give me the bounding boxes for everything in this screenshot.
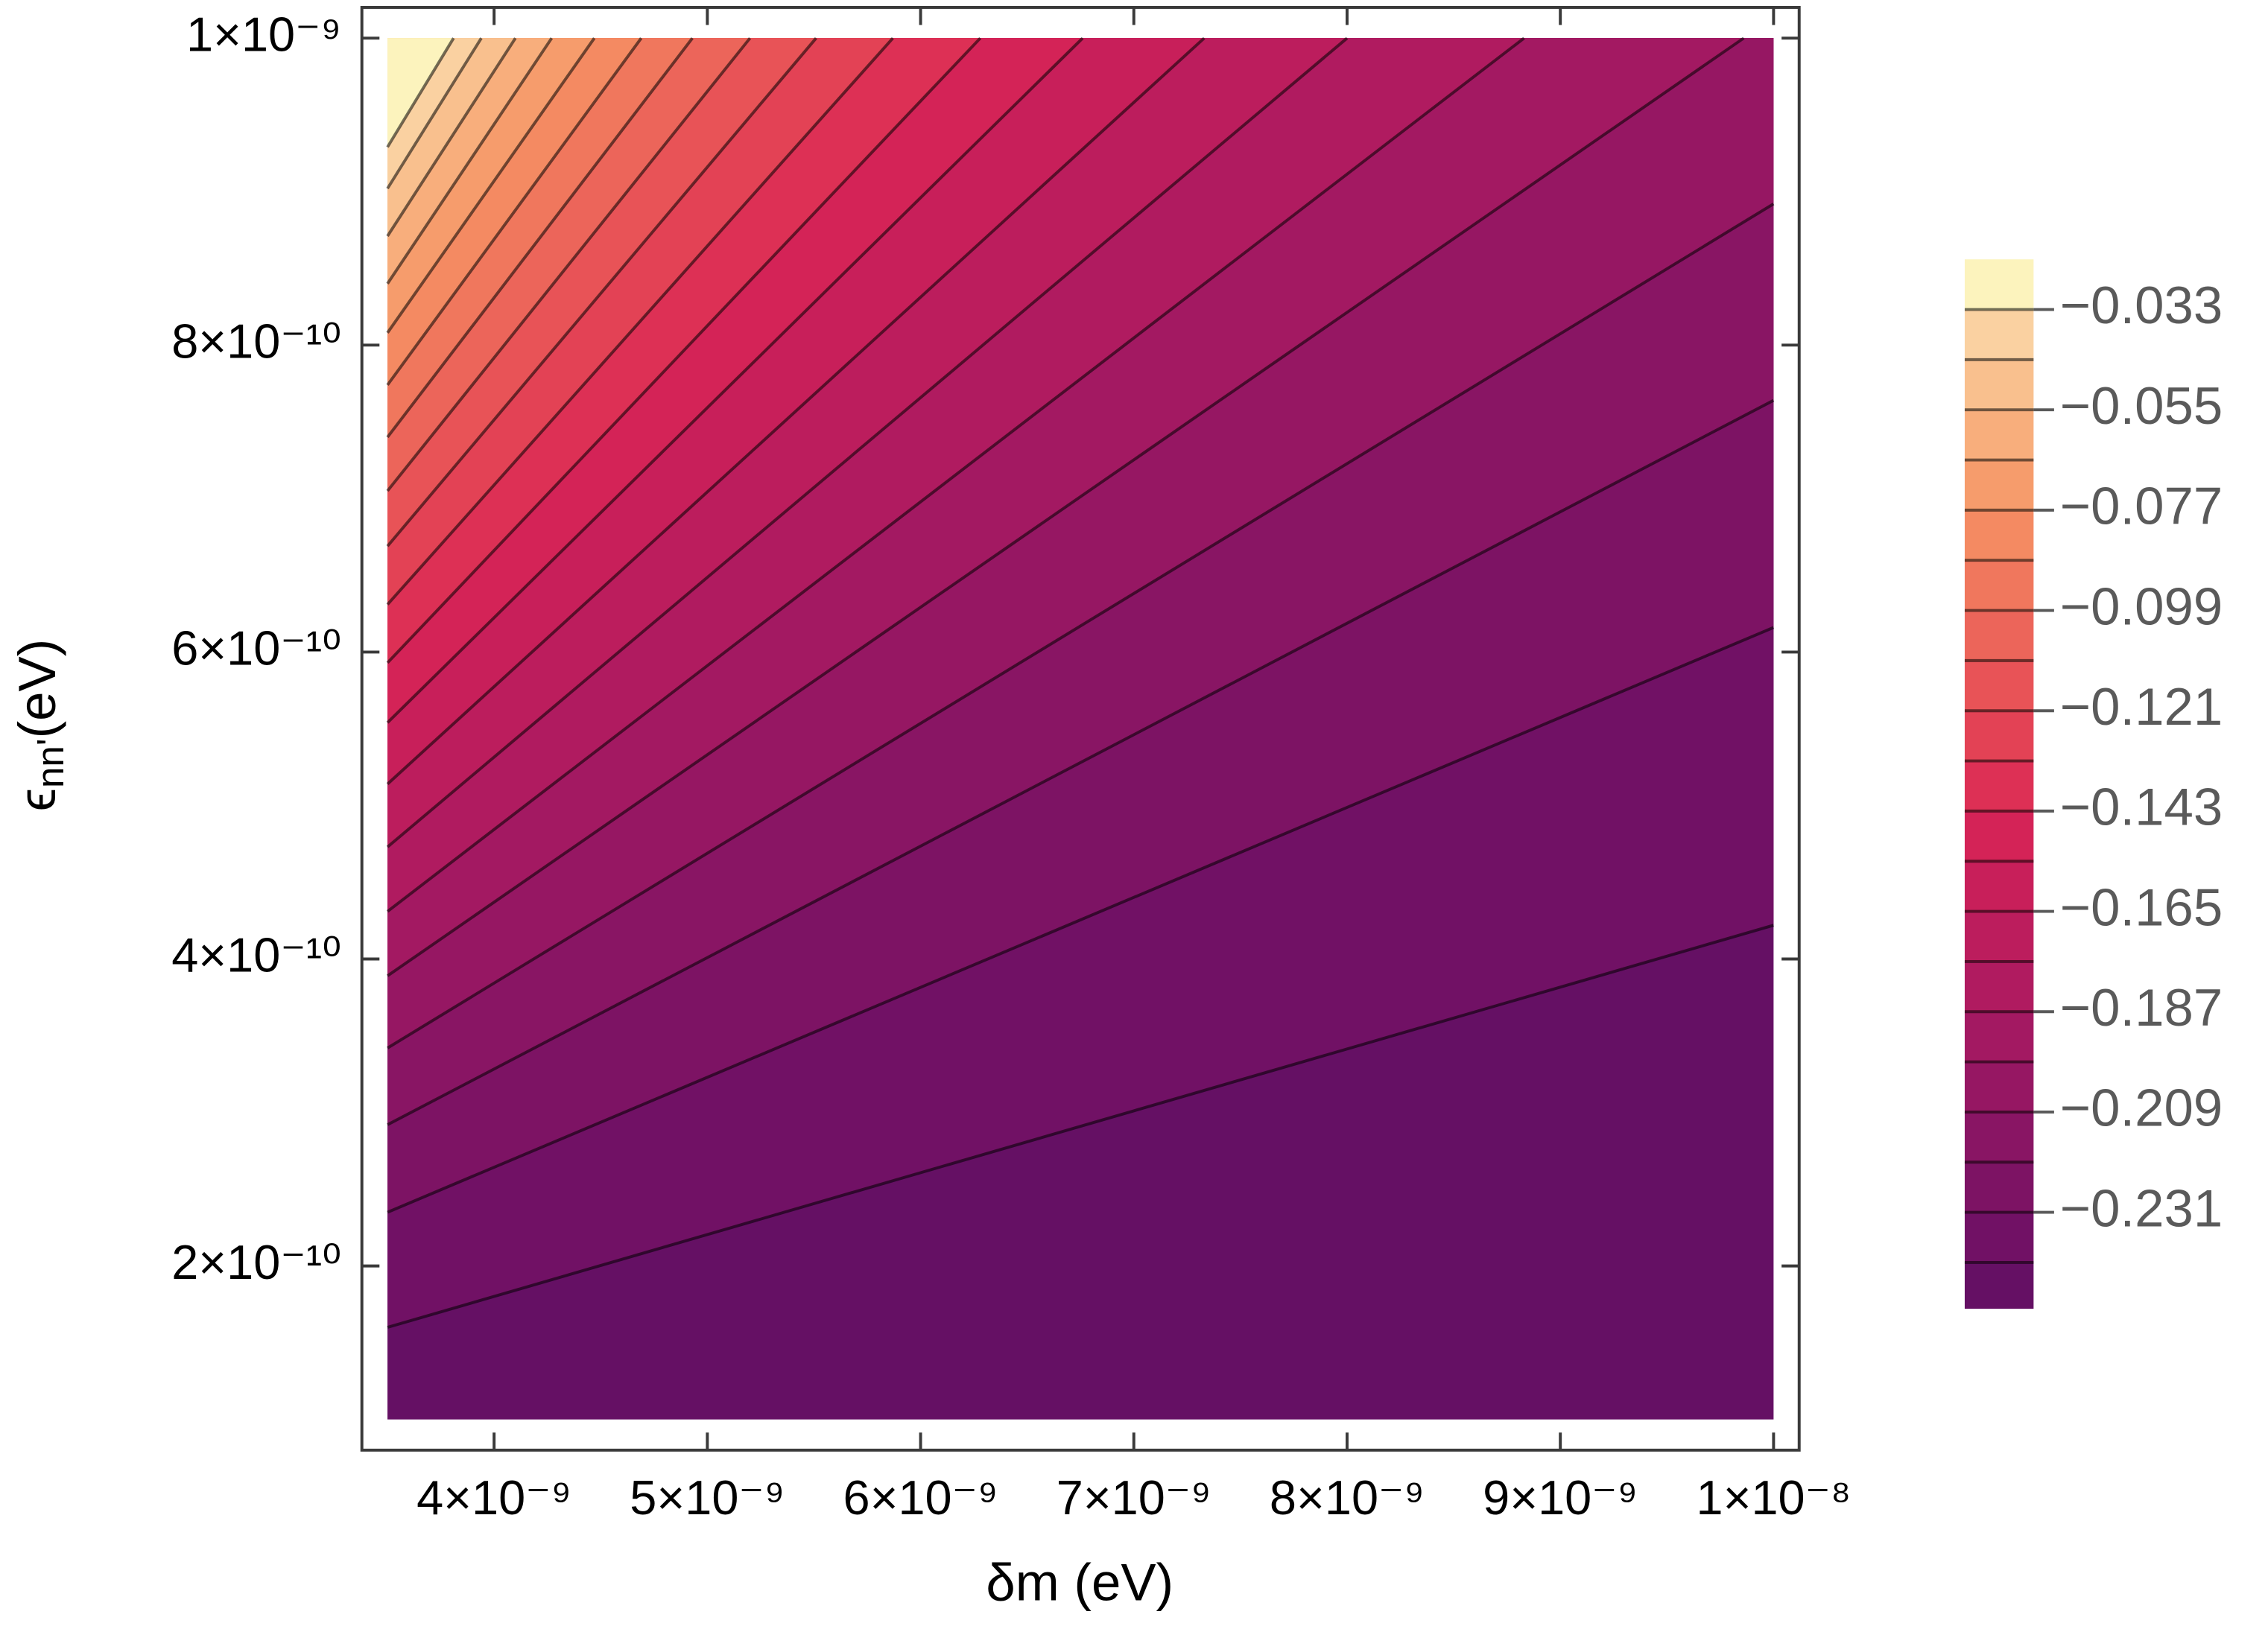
colorbar-band <box>1964 259 2034 311</box>
colorbar-band <box>1964 309 2034 361</box>
colorbar-tick-label: −0.099 <box>2060 577 2223 636</box>
colorbar-tick-label: −0.209 <box>2060 1079 2223 1138</box>
y-label-subscript: nn' <box>28 738 71 788</box>
x-tick-label: 4×10⁻⁹ <box>416 1470 571 1525</box>
contour-line <box>386 37 483 190</box>
colorbar-band <box>1964 1162 2034 1213</box>
contour-line <box>387 398 1775 1126</box>
y-label-symbol: ϵ <box>8 788 67 811</box>
y-tick-label: 1×10⁻⁹ <box>186 7 341 61</box>
plot-area <box>386 36 1775 1420</box>
colorbar-band <box>1964 961 2034 1013</box>
colorbar-band <box>1964 660 2034 712</box>
y-tick-label: 6×10⁻¹⁰ <box>171 621 341 676</box>
contour-line <box>386 36 1084 724</box>
contour-line <box>386 36 1745 977</box>
contour-line <box>386 36 752 492</box>
contour-line <box>386 36 1206 786</box>
contour-line <box>386 36 817 547</box>
colorbar-band <box>1964 509 2034 562</box>
colorbar-band <box>1964 1262 2034 1309</box>
colorbar-band <box>1964 760 2034 812</box>
colorbar-band <box>1964 911 2034 962</box>
colorbar-tick-label: −0.077 <box>2060 477 2223 536</box>
contour-line <box>386 36 1349 848</box>
colorbar-band <box>1964 1012 2034 1063</box>
x-tick-label: 5×10⁻⁹ <box>630 1470 785 1525</box>
colorbar-band <box>1964 610 2034 661</box>
contour-line <box>386 36 1525 913</box>
colorbar-band <box>1964 560 2034 612</box>
colorbar-band <box>1964 1061 2034 1113</box>
x-tick-label: 7×10⁻⁹ <box>1057 1470 1211 1525</box>
contour-line <box>386 37 643 387</box>
colorbar-band <box>1964 1212 2034 1263</box>
contour-line <box>387 626 1775 1214</box>
y-label-unit: (eV) <box>8 639 67 739</box>
contour-line <box>386 36 982 664</box>
y-tick-label: 2×10⁻¹⁰ <box>171 1235 341 1289</box>
colorbar-tick-label: −0.143 <box>2060 778 2223 837</box>
colorbar-tick-label: −0.165 <box>2060 878 2223 937</box>
x-tick-label: 9×10⁻⁹ <box>1483 1470 1638 1525</box>
colorbar-tick-label: −0.033 <box>2060 276 2223 335</box>
colorbar-band <box>1964 810 2034 863</box>
colorbar-tick-label: −0.055 <box>2060 377 2223 436</box>
contour-line <box>386 36 694 439</box>
x-tick-label: 8×10⁻⁹ <box>1270 1470 1425 1525</box>
colorbar-band <box>1964 359 2034 411</box>
x-axis-label: δm (eV) <box>986 1553 1173 1612</box>
y-tick-label: 8×10⁻¹⁰ <box>171 314 341 368</box>
colorbar-band <box>1964 460 2034 511</box>
x-tick-label: 1×10⁻⁸ <box>1697 1470 1852 1525</box>
contour-line <box>386 37 554 285</box>
colorbar-band <box>1964 711 2034 762</box>
colorbar-band <box>1964 410 2034 461</box>
colorbar-band <box>1964 1111 2034 1163</box>
colorbar-tick-label: −0.187 <box>2060 979 2223 1038</box>
contour-line <box>387 924 1774 1329</box>
colorbar-band <box>1964 861 2034 912</box>
contour-line <box>386 36 894 606</box>
colorbar-tick-label: −0.231 <box>2060 1179 2223 1238</box>
contour-line <box>387 203 1775 1049</box>
y-axis-label: ϵnn'(eV) <box>8 639 72 812</box>
frame-border <box>360 6 1801 1452</box>
colorbar-tick-label: −0.121 <box>2060 678 2223 737</box>
colorbar: −0.033 −0.055 −0.077 −0.099 −0.121 −0.143 −0.1… <box>1964 259 2223 1309</box>
frame: 4×10⁻⁹ 5×10⁻⁹ 6×10⁻⁹ 7×10⁻⁹ 8×10⁻⁹ 9×10⁻⁹ 1×10… <box>171 6 1852 1525</box>
x-tick-label: 6×10⁻⁹ <box>843 1470 998 1525</box>
contour-line <box>386 37 517 238</box>
y-tick-label: 4×10⁻¹⁰ <box>171 928 341 982</box>
contour-line <box>386 37 596 334</box>
contour-line <box>386 37 455 148</box>
